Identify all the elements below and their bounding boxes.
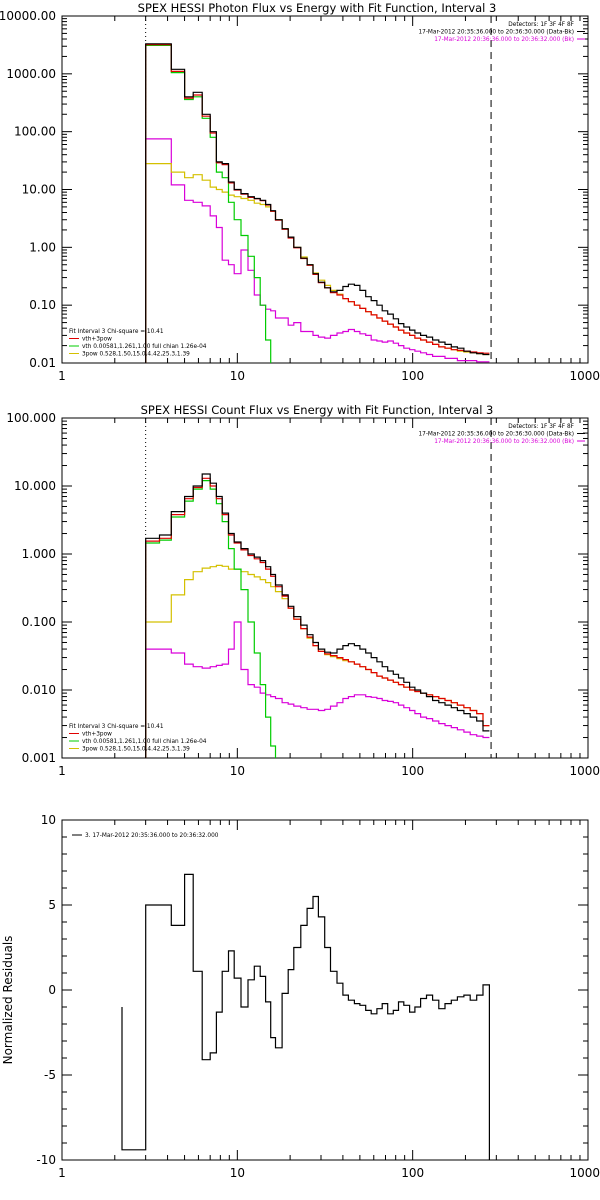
legend-text: 17-Mar-2012 20:35:36.000 to 20:36:30.000… <box>418 30 574 36</box>
x-tick-label: 1000 <box>569 1166 600 1180</box>
series-line-residuals <box>121 873 490 1160</box>
series-line-vth <box>145 480 277 758</box>
legend-text: 3pow 0.528,1.50,15.0,4.42,25.3,1.39 <box>82 747 190 753</box>
plot-frame <box>61 417 589 759</box>
y-tick-label: 100.000 <box>6 411 56 425</box>
series-line-data-bk <box>145 43 490 363</box>
series-line-vth <box>145 44 272 363</box>
legend-text: Detectors: 1F 3F 4F 8F <box>508 22 574 28</box>
plot-frame <box>61 15 589 364</box>
legend-text: vth 0.00581,1.261,1.00 full chian 1.26e-… <box>82 739 207 745</box>
legend-text: 3. 17-Mar-2012 20:35:36.000 to 20:36:32.… <box>85 833 219 839</box>
series-group <box>121 873 490 1160</box>
y-tick-label: 0.10 <box>29 298 56 312</box>
y-tick-label: 0.100 <box>22 615 56 629</box>
x-tick-label: 10 <box>230 764 245 778</box>
series-line-vth-3pow <box>145 477 490 758</box>
x-tick-label: 100 <box>401 369 424 383</box>
legend-text: vth+3pow <box>82 732 112 738</box>
series-line-bk <box>145 621 490 758</box>
legend-text: 17-Mar-2012 20:36:36.000 to 20:36:32.000… <box>434 439 574 445</box>
y-tick-label: 0.01 <box>29 356 56 370</box>
series-line-vth-3pow <box>145 44 490 363</box>
legend-text: 3pow 0.528,1.50,15.0,4.42,25.3,1.39 <box>82 352 190 358</box>
legend-text: Detectors: 1F 3F 4F 8F <box>508 424 574 430</box>
y-tick-label: 100.00 <box>14 125 56 139</box>
y-tick-label: 10.000 <box>14 479 56 493</box>
legend-text: Fit Interval 3 Chi-square = 10.41 <box>69 329 164 335</box>
y-axis-label: Normalized Residuals <box>1 936 15 1065</box>
legend-text: vth 0.00581,1.261,1.00 full chian 1.26e-… <box>82 344 207 350</box>
series-line-3pow <box>145 564 490 758</box>
x-tick-label: 1000 <box>569 764 600 778</box>
series-group <box>145 43 490 363</box>
y-tick-label: 1.00 <box>29 240 56 254</box>
x-tick-label: 10 <box>230 1166 245 1180</box>
x-tick-label: 1000 <box>569 369 600 383</box>
legend-text: 17-Mar-2012 20:35:36.000 to 20:36:30.000… <box>418 432 574 438</box>
series-group <box>145 473 490 758</box>
y-tick-label: 10.00 <box>22 183 56 197</box>
chart-title: SPEX HESSI Photon Flux vs Energy with Fi… <box>138 1 497 15</box>
y-tick-label: -10 <box>36 1153 56 1167</box>
chart-title: SPEX HESSI Count Flux vs Energy with Fit… <box>141 403 494 417</box>
residuals-panel: Normalized Residuals 1 10 100 1000 -10 -5 0 5 10 3… <box>1 813 600 1180</box>
legend-text: 17-Mar-2012 20:36:36.000 to 20:36:32.000… <box>434 37 574 43</box>
y-tick-label: 1000.00 <box>6 67 56 81</box>
y-tick-label: 1.000 <box>22 547 56 561</box>
y-tick-label: -5 <box>44 1068 56 1082</box>
legend-text: vth+3pow <box>82 337 112 343</box>
x-tick-label: 1 <box>58 369 66 383</box>
x-tick-label: 1 <box>58 1166 66 1180</box>
y-tick-label: 10 <box>41 813 56 827</box>
y-tick-label: 0 <box>48 983 56 997</box>
y-tick-label: 0.001 <box>22 751 56 765</box>
y-tick-label: 5 <box>48 898 56 912</box>
x-tick-label: 10 <box>230 369 245 383</box>
x-tick-label: 100 <box>401 764 424 778</box>
photon-flux-panel: SPEX HESSI Photon Flux vs Energy with Fi… <box>0 1 600 383</box>
legend-text: Fit Interval 3 Chi-square = 10.41 <box>69 724 164 730</box>
y-tick-label: 10000.00 <box>0 9 56 23</box>
y-tick-label: 0.010 <box>22 683 56 697</box>
x-tick-label: 100 <box>401 1166 424 1180</box>
count-flux-panel: SPEX HESSI Count Flux vs Energy with Fit… <box>6 403 600 778</box>
plot-frame <box>61 819 589 1161</box>
x-tick-label: 1 <box>58 764 66 778</box>
series-line-bk <box>145 138 490 363</box>
series-line-data-bk <box>145 473 490 758</box>
